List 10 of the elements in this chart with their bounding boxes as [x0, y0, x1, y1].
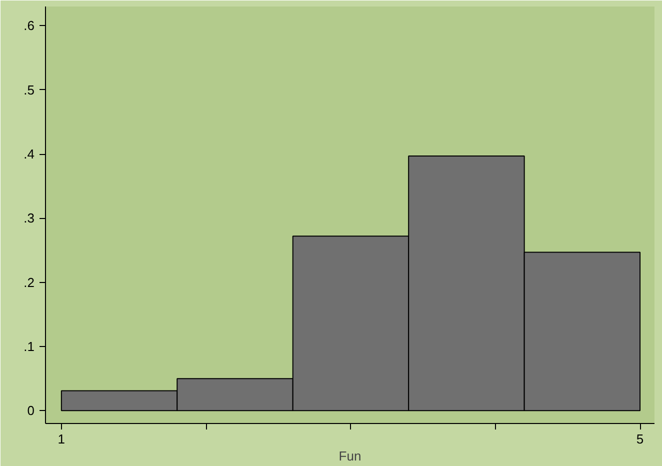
y-tick-label: .2: [24, 274, 34, 290]
y-tick-label: 0: [27, 403, 35, 418]
y-tick-label: .3: [24, 210, 34, 226]
y-tick-label: .5: [24, 82, 34, 98]
y-tick-label: .1: [24, 339, 34, 354]
x-axis-title: Fun: [338, 448, 362, 464]
x-tick-label: 1: [58, 432, 66, 446]
y-tick-label: .6: [24, 18, 34, 34]
y-tick-label: .4: [24, 146, 34, 162]
x-tick-label: 5: [636, 432, 644, 446]
